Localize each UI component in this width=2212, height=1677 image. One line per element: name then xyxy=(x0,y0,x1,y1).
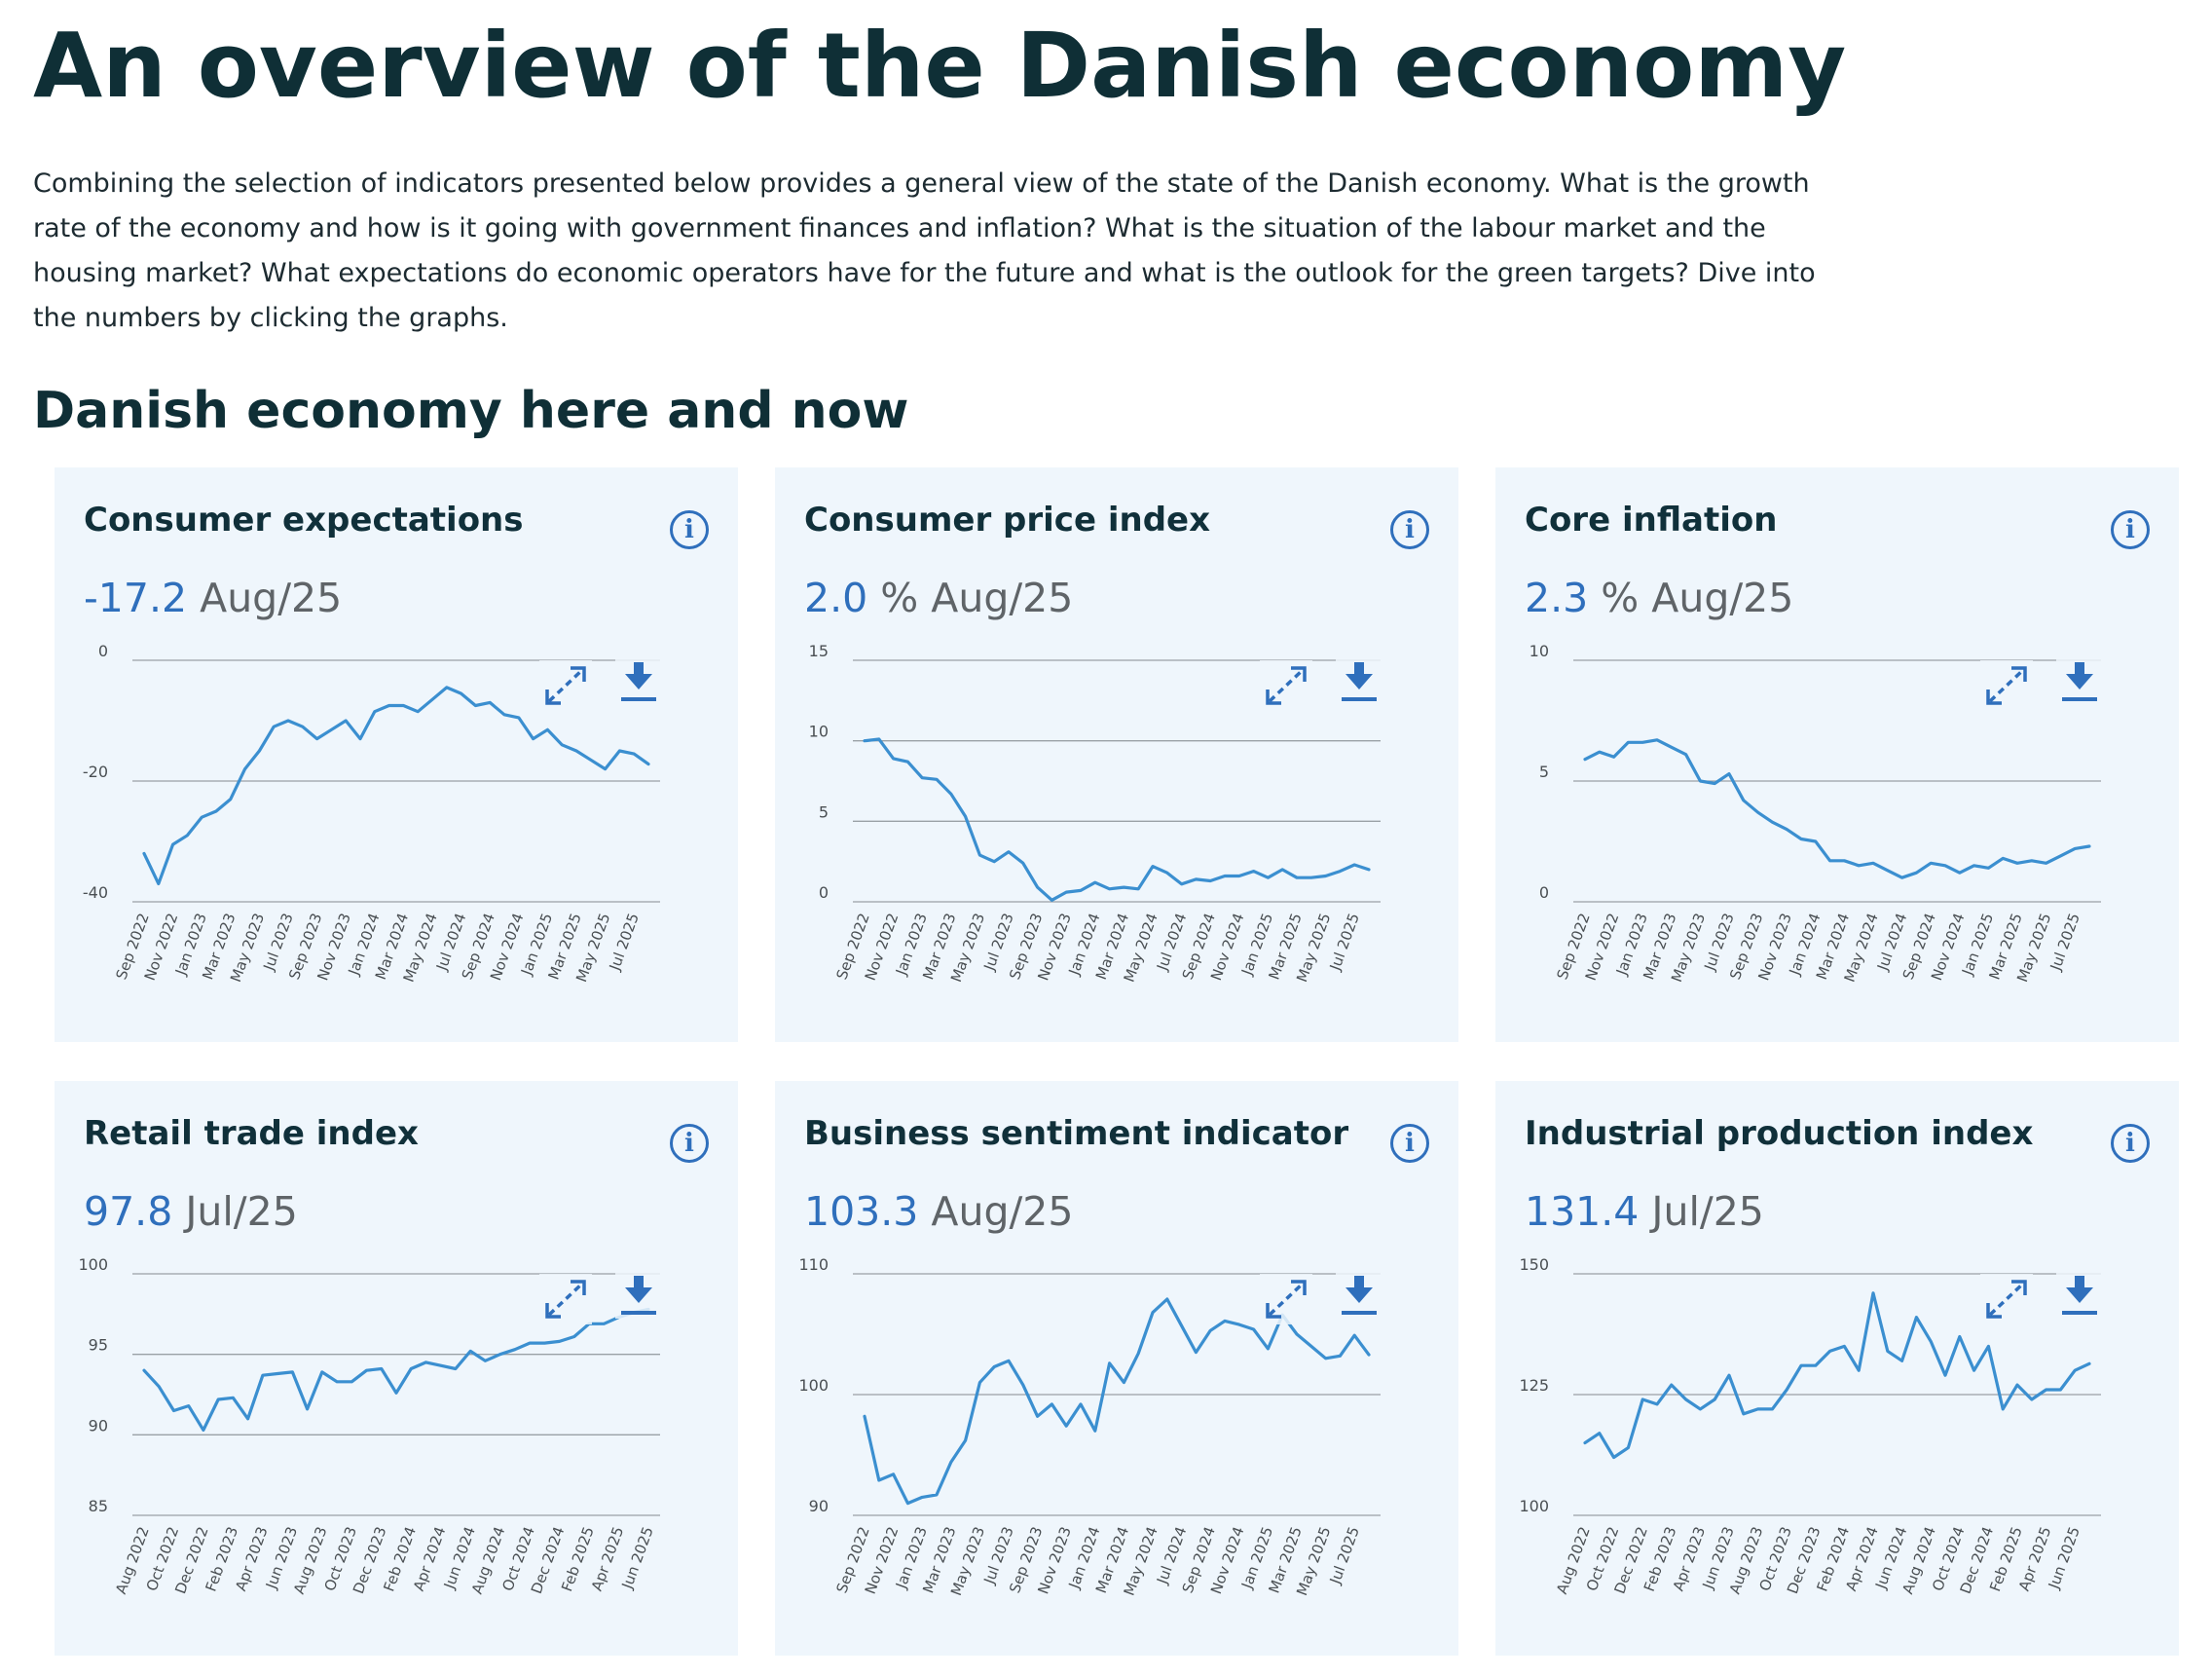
info-icon[interactable]: i xyxy=(2111,510,2150,549)
y-tick-label: -40 xyxy=(83,883,108,902)
download-icon[interactable] xyxy=(615,658,662,705)
info-icon[interactable]: i xyxy=(670,510,709,549)
card-title: Business sentiment indicator xyxy=(804,1114,1349,1153)
value-number: 2.3 xyxy=(1525,575,1589,621)
y-tick-label: 100 xyxy=(1519,1497,1549,1515)
y-tick-label: 150 xyxy=(1519,1256,1549,1274)
card-consumer-expectations[interactable]: Consumer expectations i -17.2 Aug/25 0 -20 -4… xyxy=(55,467,738,1042)
y-tick-label: 10 xyxy=(1530,643,1549,660)
latest-value: 103.3 Aug/25 xyxy=(804,1188,1073,1235)
series-line xyxy=(863,1297,1371,1506)
latest-value: -17.2 Aug/25 xyxy=(84,575,342,621)
expand-icon[interactable] xyxy=(1260,1274,1312,1324)
download-icon[interactable] xyxy=(615,1272,662,1319)
download-icon[interactable] xyxy=(1336,658,1382,705)
y-tick-label: 95 xyxy=(89,1336,108,1355)
expand-icon[interactable] xyxy=(1980,660,2033,711)
y-tick-label: 10 xyxy=(809,723,829,741)
y-tick-label: 125 xyxy=(1519,1376,1549,1395)
latest-value: 131.4 Jul/25 xyxy=(1525,1188,1764,1235)
expand-icon[interactable] xyxy=(1980,1274,2033,1324)
value-period: Jul/25 xyxy=(1651,1188,1764,1235)
series-line xyxy=(863,737,1371,902)
y-tick-label: 110 xyxy=(798,1256,829,1274)
value-unit: % xyxy=(880,575,919,621)
y-tick-label: 100 xyxy=(798,1376,829,1395)
info-icon[interactable]: i xyxy=(670,1124,709,1163)
y-tick-label: 0 xyxy=(1539,883,1549,902)
download-icon[interactable] xyxy=(2056,1272,2103,1319)
y-tick-label: 85 xyxy=(89,1497,108,1515)
latest-value: 2.0 % Aug/25 xyxy=(804,575,1073,621)
y-tick-label: 15 xyxy=(809,643,829,660)
value-number: 103.3 xyxy=(804,1188,919,1235)
download-icon[interactable] xyxy=(2056,658,2103,705)
card-title: Consumer expectations xyxy=(84,501,524,540)
y-tick-label: 90 xyxy=(809,1497,829,1515)
y-tick-label: 0 xyxy=(98,643,108,660)
download-icon[interactable] xyxy=(1336,1272,1382,1319)
card-industrial-production-index[interactable]: Industrial production index i 131.4 Jul/25… xyxy=(1495,1081,2179,1656)
card-core-inflation[interactable]: Core inflation i 2.3 % Aug/25 10 5 0 Sep 2022 N… xyxy=(1495,467,2179,1042)
y-tick-label: 0 xyxy=(819,883,829,902)
y-tick-label: 100 xyxy=(78,1256,108,1274)
expand-icon[interactable] xyxy=(1260,660,1312,711)
value-period: Aug/25 xyxy=(200,575,343,621)
expand-icon[interactable] xyxy=(539,660,592,711)
page-title: An overview of the Danish economy xyxy=(33,14,1847,118)
card-business-sentiment-indicator[interactable]: Business sentiment indicator i 103.3 Aug/2… xyxy=(775,1081,1458,1656)
expand-icon[interactable] xyxy=(539,1274,592,1324)
series-line xyxy=(142,686,650,885)
card-title: Consumer price index xyxy=(804,501,1211,540)
info-icon[interactable]: i xyxy=(2111,1124,2150,1163)
section-title: Danish economy here and now xyxy=(33,382,909,440)
value-number: 97.8 xyxy=(84,1188,173,1235)
value-number: 131.4 xyxy=(1525,1188,1640,1235)
value-period: Jul/25 xyxy=(185,1188,298,1235)
y-tick-label: 90 xyxy=(89,1416,108,1435)
value-period: Aug/25 xyxy=(931,1188,1074,1235)
series-line xyxy=(1583,738,2091,879)
y-tick-label: 5 xyxy=(1539,763,1549,781)
intro-text: Combining the selection of indicators pr… xyxy=(33,168,1816,333)
card-title: Industrial production index xyxy=(1525,1114,2034,1153)
latest-value: 2.3 % Aug/25 xyxy=(1525,575,1793,621)
info-icon[interactable]: i xyxy=(1390,510,1429,549)
value-unit: % xyxy=(1601,575,1640,621)
value-number: -17.2 xyxy=(84,575,188,621)
card-title: Retail trade index xyxy=(84,1114,419,1153)
value-period: Aug/25 xyxy=(1651,575,1794,621)
card-title: Core inflation xyxy=(1525,501,1778,540)
card-consumer-price-index[interactable]: Consumer price index i 2.0 % Aug/25 15 10 5 0 S… xyxy=(775,467,1458,1042)
card-retail-trade-index[interactable]: Retail trade index i 97.8 Jul/25 100 95 90 85 A… xyxy=(55,1081,738,1656)
series-line xyxy=(1583,1291,2091,1460)
value-number: 2.0 xyxy=(804,575,868,621)
value-period: Aug/25 xyxy=(931,575,1074,621)
latest-value: 97.8 Jul/25 xyxy=(84,1188,298,1235)
y-tick-label: -20 xyxy=(83,763,108,781)
y-tick-label: 5 xyxy=(819,802,829,821)
info-icon[interactable]: i xyxy=(1390,1124,1429,1163)
series-line xyxy=(142,1307,650,1432)
